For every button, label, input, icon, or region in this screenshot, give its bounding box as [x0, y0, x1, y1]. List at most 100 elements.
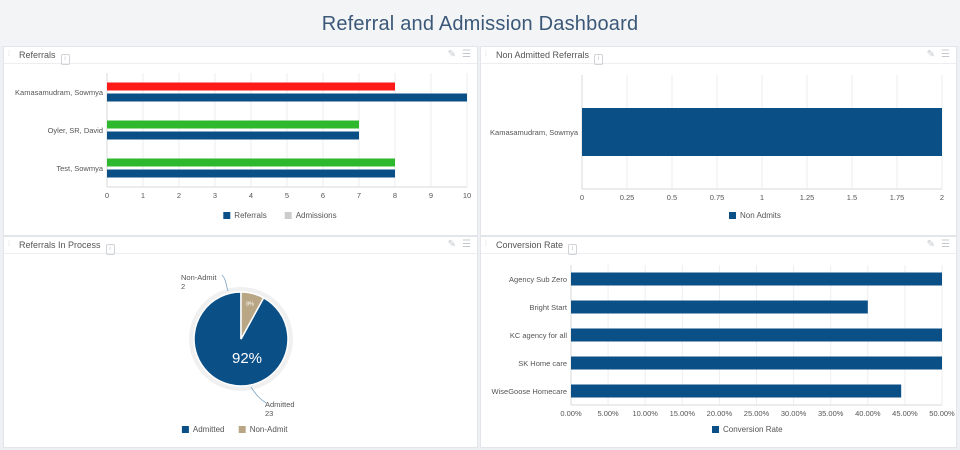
pie-callout-label: Non-Admit: [181, 273, 217, 282]
panel-title-text: Conversion Rate: [496, 240, 564, 250]
panel-title-text: Non Admitted Referrals: [496, 50, 590, 60]
non-admitted-chart: 0 0.25 0.5 0.75 1 1.25 1.5 1.75 2 Kamasamudram, S…: [490, 75, 944, 220]
panel-title: Referrals In Process i: [19, 237, 115, 255]
bar: [571, 384, 902, 398]
y-tick-label: Test, Sowmya: [56, 164, 104, 173]
pie-callout-label: Admitted: [265, 400, 295, 409]
info-icon[interactable]: i: [568, 244, 578, 255]
x-tick-label: 30.00%: [781, 409, 807, 418]
pie-callout-value: 23: [265, 409, 273, 418]
x-tick-label: 1: [760, 193, 764, 202]
panel-header: ⁞ Referrals i ✎ ☰: [4, 47, 477, 65]
x-tick-label: 50.00%: [929, 409, 955, 418]
x-tick-label: 35.00%: [818, 409, 844, 418]
bar: [107, 158, 395, 167]
legend-swatch: [712, 426, 719, 433]
in-process-panel: ⁞ Referrals In Process i ✎ ☰ 92% 8% Non-Admi…: [4, 237, 477, 447]
info-icon[interactable]: i: [105, 244, 115, 255]
edit-icon[interactable]: ✎: [447, 49, 457, 60]
legend-swatch: [729, 212, 736, 219]
y-tick-label: Bright Start: [529, 303, 567, 312]
y-tick-label: KC agency for all: [510, 331, 567, 340]
panel-tools: ✎ ☰: [442, 47, 471, 63]
info-icon[interactable]: i: [60, 54, 70, 65]
bar: [571, 272, 942, 286]
panel-title-text: Referrals: [19, 50, 56, 60]
legend-swatch: [223, 212, 231, 219]
drag-handle-icon[interactable]: ⁞: [485, 241, 487, 248]
panel-title: Non Admitted Referrals i: [496, 47, 604, 65]
menu-icon[interactable]: ☰: [941, 49, 950, 60]
y-tick-label: SK Home care: [518, 359, 567, 368]
pie-percent-label: 8%: [246, 301, 254, 307]
x-tick-label: 5: [285, 191, 289, 200]
conversion-chart: 0.00% 5.00% 10.00% 15.00% 20.00% 25.00% 30.00%…: [492, 265, 955, 434]
x-tick-label: 0.75: [710, 193, 725, 202]
edit-icon[interactable]: ✎: [447, 239, 457, 250]
y-tick-label: Kamasamudram, Sowmya: [490, 128, 579, 137]
info-icon[interactable]: i: [594, 54, 604, 65]
x-tick-label: 2: [940, 193, 944, 202]
panel-tools: ✎ ☰: [442, 237, 471, 253]
callout-line: [221, 274, 229, 292]
bar: [571, 328, 942, 342]
x-tick-label: 1: [141, 191, 145, 200]
referrals-panel: ⁞ Referrals i ✎ ☰ 0 1 2 3 4 5 6 7 8 9 10 Kamasamudram…: [4, 47, 477, 235]
edit-icon[interactable]: ✎: [926, 49, 936, 60]
callout-line: [250, 386, 267, 404]
legend-label: Conversion Rate: [723, 425, 783, 434]
x-tick-label: 40.00%: [855, 409, 881, 418]
pie-percent-label: 92%: [232, 350, 262, 367]
x-tick-label: 15.00%: [670, 409, 696, 418]
bar: [571, 300, 868, 314]
x-tick-label: 8: [393, 191, 397, 200]
y-tick-label: Kamasamudram, Sowmya: [15, 88, 104, 97]
x-tick-label: 6: [321, 191, 325, 200]
x-tick-label: 1.75: [890, 193, 905, 202]
panel-tools: ✎ ☰: [921, 237, 950, 253]
panel-title-text: Referrals In Process: [19, 240, 101, 250]
bar: [571, 356, 942, 370]
x-tick-label: 7: [357, 191, 361, 200]
x-tick-label: 10.00%: [632, 409, 658, 418]
bar: [107, 131, 359, 140]
page-title: Referral and Admission Dashboard: [0, 0, 960, 46]
legend-label: Non Admits: [740, 211, 781, 220]
drag-handle-icon[interactable]: ⁞: [8, 241, 10, 248]
x-tick-label: 45.00%: [892, 409, 918, 418]
bar: [107, 93, 467, 102]
panel-title: Referrals i: [19, 47, 70, 65]
legend-swatch: [284, 212, 292, 219]
x-tick-label: 5.00%: [597, 409, 619, 418]
pie-slice: [240, 291, 265, 340]
menu-icon[interactable]: ☰: [941, 239, 950, 250]
panel-header: ⁞ Non Admitted Referrals i ✎ ☰: [481, 47, 956, 65]
menu-icon[interactable]: ☰: [462, 239, 471, 250]
legend-label: Admitted: [193, 425, 225, 434]
panel-title: Conversion Rate i: [496, 237, 578, 255]
legend-swatch: [181, 426, 189, 433]
non-admitted-panel: ⁞ Non Admitted Referrals i ✎ ☰ 0 0.25 0.5 0.7…: [481, 47, 956, 235]
panel-tools: ✎ ☰: [921, 47, 950, 63]
x-tick-label: 1.5: [847, 193, 857, 202]
bar: [107, 82, 395, 91]
legend-label: Admissions: [296, 211, 337, 220]
drag-handle-icon[interactable]: ⁞: [8, 51, 10, 58]
x-tick-label: 0: [105, 191, 109, 200]
x-tick-label: 3: [213, 191, 217, 200]
x-tick-label: 0.00%: [560, 409, 582, 418]
pie-callout-value: 2: [181, 282, 185, 291]
drag-handle-icon[interactable]: ⁞: [485, 51, 487, 58]
y-tick-label: Oyler, SR, David: [48, 126, 103, 135]
x-tick-label: 4: [249, 191, 253, 200]
referrals-chart: 0 1 2 3 4 5 6 7 8 9 10 Kamasamudram, Sowmya Oyler, S…: [15, 73, 471, 220]
legend-label: Non-Admit: [250, 425, 289, 434]
y-tick-label: Agency Sub Zero: [509, 275, 567, 284]
menu-icon[interactable]: ☰: [462, 49, 471, 60]
bar: [107, 169, 395, 178]
x-tick-label: 0.25: [620, 193, 635, 202]
edit-icon[interactable]: ✎: [926, 239, 936, 250]
conversion-panel: ⁞ Conversion Rate i ✎ ☰ 0.00% 5.00% 10.00% 15…: [481, 237, 956, 447]
panel-header: ⁞ Referrals In Process i ✎ ☰: [4, 237, 477, 255]
